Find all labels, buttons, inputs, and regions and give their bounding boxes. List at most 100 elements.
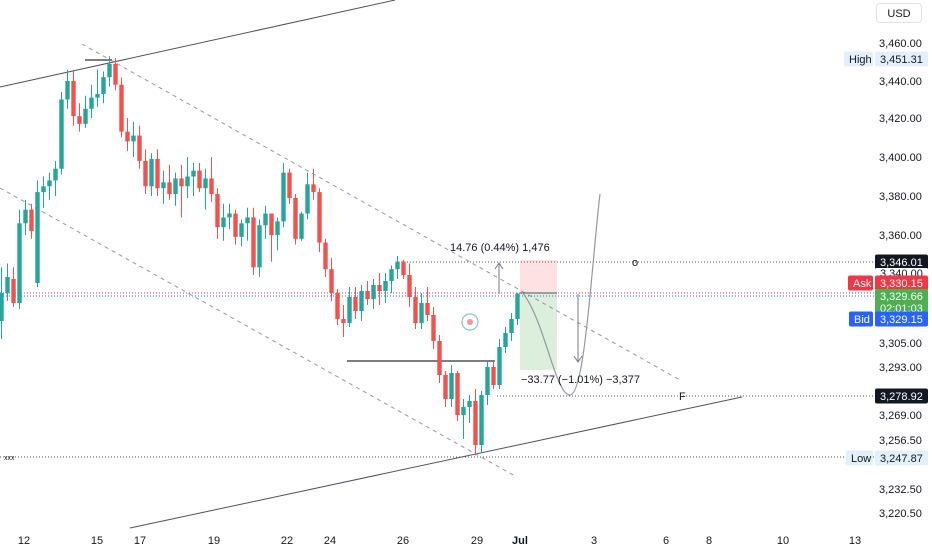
candle[interactable] [53,160,58,196]
candle[interactable] [65,69,70,109]
candle[interactable] [59,92,64,175]
candle[interactable] [479,391,484,454]
candle[interactable] [83,95,88,128]
candle[interactable] [341,305,346,337]
candle[interactable] [167,164,172,200]
candle[interactable] [503,327,508,353]
candle[interactable] [149,153,154,196]
candle[interactable] [437,335,442,383]
candle[interactable] [497,339,502,389]
candle[interactable] [257,219,262,277]
xxx-label[interactable]: xxx [4,455,15,462]
candle[interactable] [89,84,94,118]
candle[interactable] [329,257,334,301]
candle[interactable] [293,194,298,245]
candle[interactable] [161,170,166,204]
candle[interactable] [317,188,322,253]
candle[interactable] [41,176,46,208]
candle[interactable] [443,371,448,407]
candle[interactable] [137,125,142,169]
candle[interactable] [113,58,118,91]
candle[interactable] [0,267,4,339]
candle[interactable] [377,273,382,305]
candle[interactable] [419,293,424,329]
position-loss-zone[interactable] [520,293,557,370]
candle[interactable] [35,180,40,287]
descending-dashed-lower[interactable] [0,187,516,477]
currency-selector[interactable]: USD [876,3,922,23]
candle[interactable] [425,287,430,321]
o-label[interactable]: o [632,257,638,269]
candle[interactable] [251,207,256,275]
candle[interactable] [347,287,352,327]
candle[interactable] [71,71,76,126]
candle[interactable] [281,162,286,228]
candle[interactable] [299,211,304,241]
candle[interactable] [17,209,22,309]
candle[interactable] [11,267,16,307]
candle[interactable] [413,287,418,329]
candle[interactable] [395,255,400,279]
candle[interactable] [287,168,292,204]
candle[interactable] [131,121,136,157]
candle[interactable] [125,118,130,152]
candle[interactable] [119,77,124,138]
candle[interactable] [221,203,226,241]
candle[interactable] [215,188,220,239]
candle[interactable] [263,205,268,239]
candle[interactable] [191,162,196,196]
candle[interactable] [155,149,160,196]
candle[interactable] [143,149,148,195]
candle[interactable] [449,365,454,407]
fib-f-label[interactable]: F [679,391,686,403]
candle[interactable] [461,399,466,439]
candle[interactable] [305,172,310,220]
candle[interactable] [383,273,388,303]
upper-measure-label[interactable]: 14.76 (0.44%) 1,476 [450,242,550,254]
candle[interactable] [239,219,244,247]
candle[interactable] [359,285,364,321]
candle[interactable] [179,164,184,218]
candle[interactable] [473,389,478,456]
candle[interactable] [101,71,106,104]
candle[interactable] [353,287,358,319]
lower-channel-line[interactable] [129,396,743,529]
position-profit-zone[interactable] [520,260,557,293]
candle[interactable] [401,259,406,279]
candle[interactable] [95,69,100,107]
candle[interactable] [233,209,238,245]
candle[interactable] [209,157,214,202]
candle[interactable] [107,56,112,87]
candle[interactable] [371,279,376,309]
candle[interactable] [509,313,514,341]
candle[interactable] [491,361,496,389]
candle[interactable] [365,281,370,305]
candle[interactable] [335,289,340,325]
candle[interactable] [323,238,328,277]
candle[interactable] [29,203,34,239]
candle[interactable] [5,263,10,302]
upper-channel-line[interactable] [0,0,396,88]
candle[interactable] [515,293,520,325]
candle[interactable] [431,307,436,349]
candle[interactable] [389,265,394,293]
candle[interactable] [197,162,202,193]
candle[interactable] [245,207,250,241]
candle[interactable] [47,172,52,200]
lower-measure-label[interactable]: −33.77 (−1.01%) −3,377 [521,374,640,386]
candle[interactable] [203,168,208,210]
candle[interactable] [467,395,472,423]
candle[interactable] [485,361,490,405]
projection-curve[interactable] [521,193,601,396]
time-axis[interactable]: 12 15 17 19 22 24 26 29 Jul 3 6 8 10 13 [18,535,861,547]
candle[interactable] [227,203,232,230]
candle[interactable] [275,217,280,251]
candle[interactable] [185,157,190,198]
candle[interactable] [23,199,28,235]
candle[interactable] [407,263,412,308]
candle[interactable] [77,103,82,132]
candle[interactable] [311,168,316,200]
candle[interactable] [269,213,274,262]
candle[interactable] [455,371,460,421]
